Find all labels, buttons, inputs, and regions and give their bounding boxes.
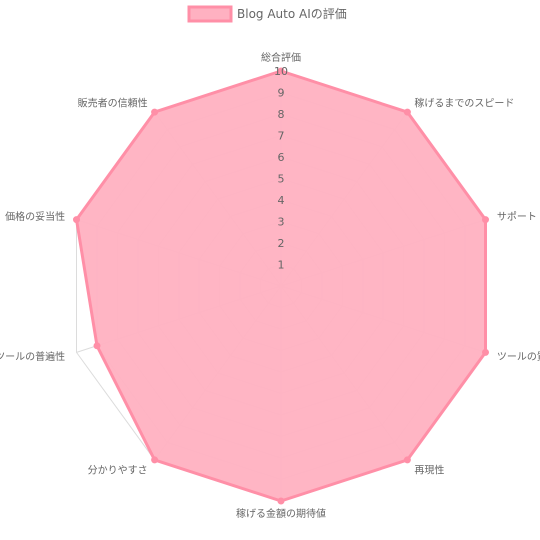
data-point[interactable] (151, 108, 159, 116)
axis-label: 総合評価 (261, 51, 301, 64)
legend[interactable]: Blog Auto AIの評価 (187, 5, 347, 23)
axis-label: 価格の妥当性 (5, 210, 65, 223)
axis-label: 稼げるまでのスピード (414, 97, 514, 109)
axis-label: ツールの普遍性 (0, 350, 65, 363)
tick-label: 3 (278, 216, 285, 229)
tick-label: 5 (278, 173, 285, 186)
tick-label: 4 (278, 194, 285, 207)
axis-label: 稼げる金額の期待値 (236, 507, 326, 520)
tick-label: 7 (278, 130, 285, 143)
data-point[interactable] (482, 348, 489, 356)
data-point[interactable] (151, 456, 159, 464)
tick-label: 9 (278, 87, 285, 100)
data-point[interactable] (277, 67, 285, 75)
data-point[interactable] (73, 216, 80, 224)
axis-label: 再現性 (414, 464, 444, 477)
tick-label: 6 (278, 151, 285, 164)
data-point[interactable] (277, 497, 285, 505)
data-point[interactable] (403, 108, 411, 116)
data-point[interactable] (93, 342, 101, 350)
series-layer (73, 67, 489, 505)
axis-label: 分かりやすさ (88, 465, 148, 477)
data-point[interactable] (482, 216, 489, 224)
axis-label: 販売者の信頼性 (78, 96, 148, 109)
tick-label: 8 (278, 108, 285, 121)
legend-swatch (187, 5, 233, 23)
tick-label: 10 (274, 65, 288, 78)
tick-labels: 1 2 3 4 5 6 7 8 9 10 (274, 65, 288, 272)
axis-labels: 総合評価稼げるまでのスピードサポートツールの質再現性稼げる金額の期待値 分かりやす… (0, 51, 540, 520)
axis-label: サポート (497, 211, 537, 223)
axis-label: ツールの質 (497, 350, 540, 363)
tick-label: 2 (278, 237, 285, 250)
tick-label: 1 (278, 259, 285, 272)
data-point[interactable] (403, 456, 411, 464)
legend-label: Blog Auto AIの評価 (237, 6, 347, 21)
